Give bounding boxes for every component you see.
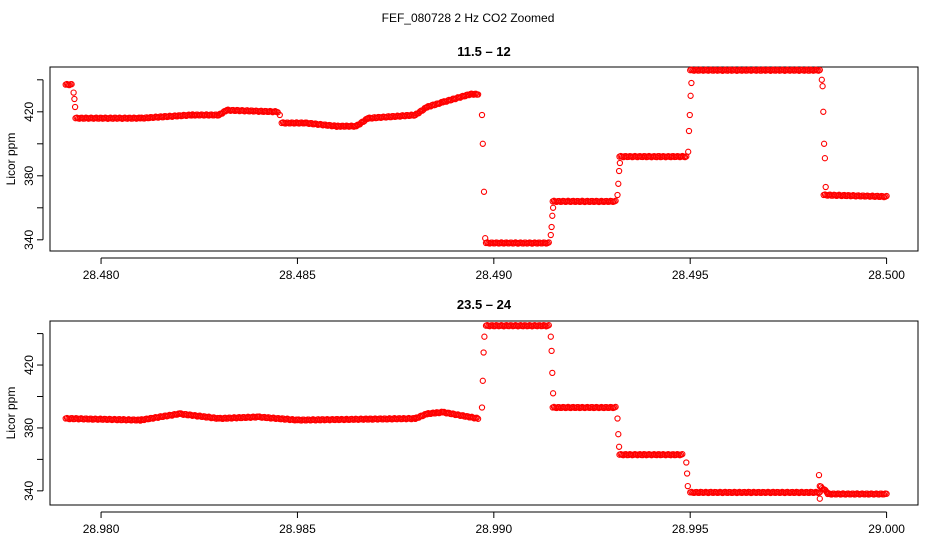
data-point — [615, 167, 623, 175]
data-point — [481, 333, 488, 340]
data-point — [821, 155, 829, 162]
data-point — [684, 482, 691, 490]
data-point — [276, 111, 283, 119]
data-point — [614, 191, 621, 199]
x-tick-label: 28.490 — [475, 268, 512, 282]
y-tick-label: 420 — [22, 355, 36, 375]
data-point — [822, 183, 829, 191]
data-point — [688, 79, 695, 87]
data-point — [883, 490, 890, 497]
plot-frame — [49, 320, 919, 506]
y-tick-label: 340 — [22, 229, 36, 249]
data-point — [549, 369, 556, 377]
data-point — [549, 390, 557, 397]
data-point — [71, 95, 78, 103]
data-point — [883, 192, 890, 200]
data-point — [614, 415, 621, 422]
data-point — [683, 459, 690, 466]
data-point — [679, 450, 686, 458]
data-point — [820, 108, 827, 115]
x-tick-label: 28.980 — [83, 522, 120, 536]
x-tick-label: 28.500 — [868, 268, 905, 282]
x-tick-label: 28.495 — [672, 268, 709, 282]
data-point — [685, 127, 693, 135]
panel-top: 11.5 – 12 28.480 28.485 28.490 28.495 28.500 3… — [4, 44, 919, 282]
y-tick-label: 420 — [22, 101, 36, 121]
data-point — [71, 103, 79, 111]
data-point — [819, 83, 826, 90]
x-tick-label: 28.480 — [83, 268, 120, 282]
data-point — [545, 322, 552, 329]
data-point — [615, 431, 622, 438]
data-point — [548, 223, 555, 231]
data-point — [547, 231, 554, 239]
data-point — [820, 140, 828, 147]
data-point — [816, 495, 823, 502]
data-point — [815, 471, 823, 479]
data-point — [70, 89, 77, 96]
data-point — [478, 111, 486, 119]
data-point — [549, 204, 557, 211]
data-point — [473, 414, 480, 421]
data-point — [616, 159, 624, 167]
data-point — [547, 333, 554, 340]
data-point — [548, 347, 555, 355]
plot-frame — [49, 66, 919, 252]
data-point — [68, 81, 75, 88]
y-tick-label: 380 — [22, 165, 36, 185]
data-point — [482, 235, 489, 242]
panel-title: 23.5 – 24 — [457, 297, 512, 312]
data-point — [480, 188, 488, 195]
data-point — [474, 415, 482, 422]
panel-title: 11.5 – 12 — [457, 44, 511, 59]
y-axis-label: Licor ppm — [4, 133, 18, 186]
y-axis-label: Licor ppm — [4, 387, 18, 440]
data-series — [62, 322, 890, 502]
x-tick-label: 28.985 — [279, 522, 316, 536]
data-point — [818, 76, 825, 83]
y-tick-label: 340 — [22, 481, 36, 501]
panel-bottom: 23.5 – 24 28.980 28.985 28.990 28.995 29.000 3… — [4, 297, 919, 536]
data-point — [816, 66, 823, 74]
data-point — [549, 212, 556, 219]
y-tick-label: 380 — [22, 418, 36, 438]
data-point — [474, 91, 482, 98]
data-series — [62, 66, 890, 247]
x-tick-label: 28.485 — [279, 268, 316, 282]
data-point — [615, 443, 623, 450]
x-tick-label: 28.990 — [475, 522, 512, 536]
data-point — [615, 180, 622, 187]
data-point — [478, 404, 486, 411]
data-point — [687, 92, 694, 99]
x-tick-label: 29.000 — [868, 522, 905, 536]
data-point — [479, 377, 486, 384]
figure-title: FEF_080728 2 Hz CO2 Zoomed — [382, 11, 555, 25]
data-point — [545, 239, 552, 246]
data-point — [686, 111, 693, 119]
data-point — [480, 349, 487, 356]
data-point — [685, 148, 692, 155]
data-point — [612, 197, 619, 204]
data-point — [612, 403, 619, 411]
data-point — [683, 470, 691, 477]
data-point — [479, 140, 486, 147]
x-tick-label: 28.995 — [672, 522, 709, 536]
